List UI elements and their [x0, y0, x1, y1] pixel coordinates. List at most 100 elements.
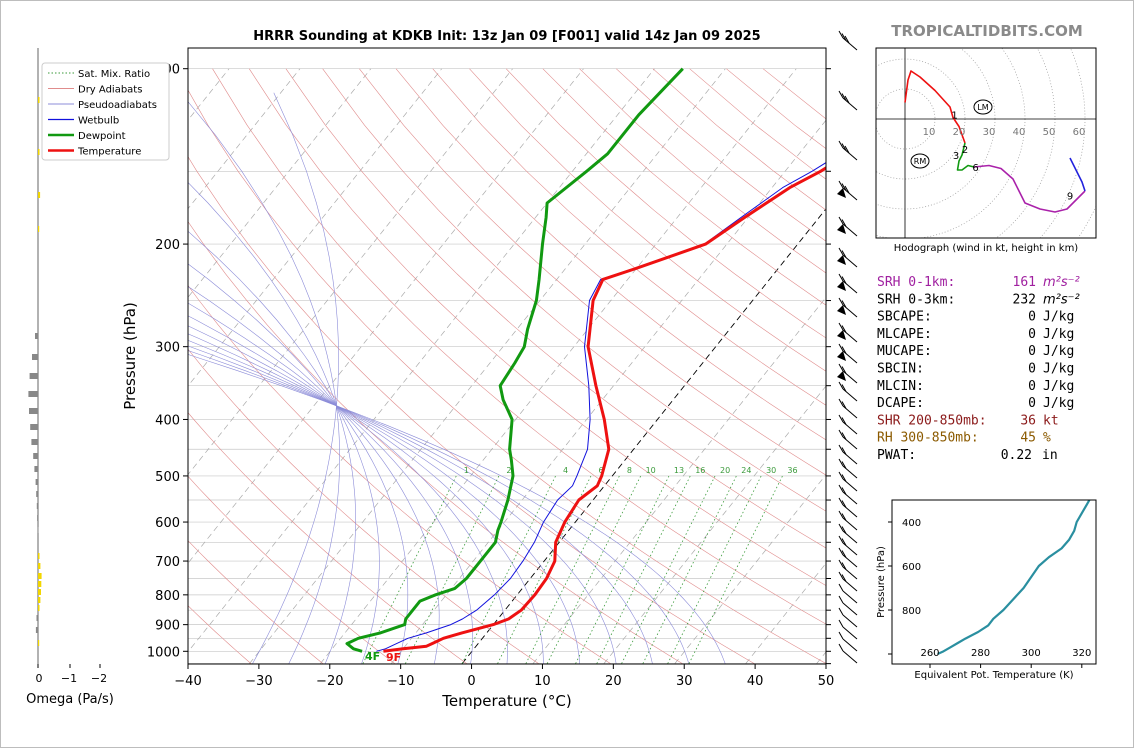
mixing-ratio-line — [688, 475, 783, 664]
wind-barbs — [837, 30, 858, 664]
watermark: TROPICALTIDBITS.COM — [891, 22, 1083, 40]
pseudoadiabat — [188, 263, 409, 664]
barb-flag — [838, 523, 844, 532]
barb-flag — [838, 343, 844, 352]
mixing-ratio-line — [525, 475, 620, 664]
mixing-ratio-label: 8 — [627, 466, 632, 475]
omega-bar — [36, 503, 38, 509]
param-unit: J/kg — [1043, 327, 1074, 342]
barb-pennant — [837, 281, 846, 291]
omega-bar — [28, 391, 38, 397]
mixing-ratio-label: 1 — [464, 466, 469, 475]
wind-barb — [838, 547, 858, 568]
wind-barb — [838, 595, 858, 616]
pseudoadiabat — [188, 182, 356, 664]
theta-e-y-tick-label: 400 — [902, 518, 921, 529]
mixing-ratio-line — [575, 475, 670, 664]
x-tick-label: 40 — [747, 674, 764, 689]
omega-tick-label: −2 — [91, 672, 107, 685]
skewt-y-axis-label: Pressure (hPa) — [121, 302, 139, 410]
barb-flag — [838, 363, 844, 372]
barb-flag — [838, 484, 844, 493]
hodograph-trace — [956, 142, 975, 171]
wind-barb — [838, 381, 858, 402]
barb-flag — [838, 322, 844, 331]
isotherm — [745, 562, 826, 664]
barb-flag — [838, 247, 844, 256]
isotherm — [188, 68, 513, 476]
wind-barb — [838, 471, 858, 492]
y-tick-label: 300 — [155, 341, 180, 356]
barb-flag — [838, 631, 844, 640]
barb-flag — [841, 538, 847, 546]
y-tick-label: 600 — [155, 516, 180, 531]
barb-flag — [844, 185, 850, 194]
pseudoadiabat — [188, 101, 341, 664]
barb-flag — [838, 216, 844, 225]
dry-adiabat — [188, 348, 539, 664]
wind-barb — [838, 90, 858, 111]
mixing-ratio-line — [642, 475, 737, 664]
barb-flag — [838, 381, 844, 390]
legend-label: Wetbulb — [78, 116, 119, 127]
barb-flag — [841, 300, 847, 308]
omega-axis-label: Omega (Pa/s) — [26, 692, 114, 707]
param-value: 0 — [1028, 310, 1036, 325]
barb-pennant — [837, 371, 846, 381]
omega-bar — [38, 563, 41, 569]
wind-barb — [838, 631, 858, 652]
param-label: MUCAPE: — [877, 344, 932, 359]
dewpoint-profile — [345, 67, 684, 653]
theta-e-panel: 260 280 300 320 400 600 800 Equivalent Pot. Te… — [876, 499, 1097, 681]
wind-barb — [837, 247, 858, 268]
barb-flag — [841, 550, 847, 558]
omega-bar — [38, 640, 40, 646]
param-label: SBCAPE: — [877, 310, 932, 325]
pseudoadiabat — [188, 340, 617, 664]
wind-barb — [837, 180, 858, 201]
barb-flag — [838, 398, 844, 407]
theta-e-x-axis-label: Equivalent Pot. Temperature (K) — [914, 670, 1073, 681]
wind-barb — [838, 583, 858, 604]
wind-barb — [838, 444, 858, 465]
pseudoadiabat — [252, 92, 339, 664]
barb-flag — [841, 474, 847, 482]
wind-barb — [838, 414, 858, 435]
omega-bar — [37, 515, 39, 521]
chart-title: HRRR Sounding at KDKB Init: 13z Jan 09 [… — [253, 29, 760, 44]
barb-flag — [838, 595, 844, 604]
param-label: RH 300-850mb: — [877, 431, 979, 446]
omega-bar — [38, 597, 41, 603]
barb-flag — [838, 643, 844, 652]
wind-barb — [838, 619, 858, 640]
barb-flag — [838, 458, 844, 467]
theta-e-x-tick-label: 300 — [1022, 648, 1041, 659]
barb-staff — [842, 650, 858, 664]
barb-flag — [841, 93, 847, 101]
barb-flag — [841, 33, 847, 41]
omega-bar — [31, 439, 38, 445]
omega-bar — [38, 97, 40, 103]
param-label: SRH 0-1km: — [877, 275, 955, 290]
omega-bar — [29, 373, 38, 379]
omega-bar — [29, 408, 38, 414]
wind-barb — [838, 523, 858, 544]
mixing-ratio-label: 20 — [720, 466, 730, 475]
barb-flag — [838, 510, 844, 519]
param-label: MLCIN: — [877, 379, 924, 394]
mixing-ratio-line — [497, 475, 592, 664]
barb-flag — [844, 35, 850, 44]
param-label: SBCIN: — [877, 362, 924, 377]
barb-flag — [838, 444, 844, 453]
barb-flag — [841, 526, 847, 534]
wind-barb — [838, 571, 858, 592]
mixing-ratio-line — [461, 475, 556, 664]
barb-flag — [841, 487, 847, 495]
barb-pennant — [837, 330, 846, 340]
mixing-ratio-label: 13 — [674, 466, 684, 475]
barb-flag — [838, 414, 844, 423]
storm-motion-marker — [973, 99, 993, 115]
dry-adiabat — [188, 605, 252, 664]
dry-adiabat — [188, 285, 611, 664]
mixing-ratio-label: 16 — [695, 466, 705, 475]
